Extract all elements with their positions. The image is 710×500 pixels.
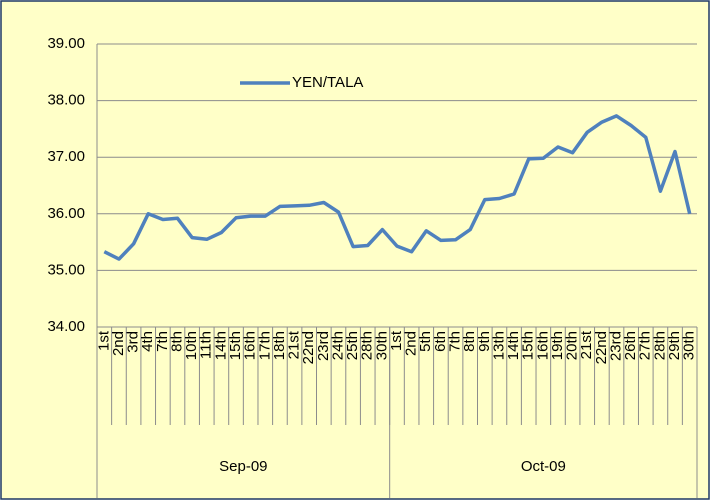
legend-label: YEN/TALA [292, 74, 363, 91]
x-tick-label: 8th [168, 331, 185, 352]
x-tick-label: 22nd [300, 331, 317, 364]
x-tick-label: 1st [388, 330, 405, 351]
x-tick-label: 20th [564, 331, 581, 360]
x-tick-label: 23rd [315, 331, 332, 361]
x-tick-label: 18th [271, 331, 288, 360]
x-tick-label: 23rd [607, 331, 624, 361]
x-tick-label: 16th [242, 331, 259, 360]
x-tick-label: 9th [476, 331, 493, 352]
x-tick-label: 4th [139, 331, 156, 352]
x-tick-label: 5th [417, 331, 434, 352]
x-tick-label: 29th [666, 331, 683, 360]
x-tick-label: 30th [681, 331, 698, 360]
data-line [103, 114, 692, 261]
group-label: Oct-09 [521, 458, 566, 475]
x-tick-label: 21st [578, 330, 595, 359]
x-tick-label: 11th [198, 331, 215, 359]
x-tick-label: 7th [447, 331, 464, 352]
x-tick-label: 6th [432, 331, 449, 352]
x-tick-label: 15th [227, 331, 244, 360]
x-tick-label: 16th [534, 331, 551, 360]
y-tick-label: 38.00 [47, 92, 85, 109]
x-tick-label: 26th [622, 331, 639, 360]
x-tick-label: 7th [154, 331, 171, 352]
y-tick-label: 35.00 [47, 261, 85, 278]
x-tick-label: 22nd [593, 331, 610, 364]
y-tick-label: 36.00 [47, 205, 85, 222]
y-tick-label: 34.00 [47, 318, 85, 335]
y-tick-label: 39.00 [47, 35, 85, 52]
x-tick-label: 14th [212, 331, 229, 360]
x-tick-label: 30th [373, 331, 390, 360]
group-label: Sep-09 [219, 458, 267, 475]
x-tick-label: 24th [329, 331, 346, 360]
x-tick-label: 28th [359, 331, 376, 360]
x-tick-label: 15th [520, 331, 537, 360]
x-tick-label: 25th [344, 331, 361, 360]
x-tick-label: 14th [505, 331, 522, 360]
x-tick-label: 13th [490, 331, 507, 360]
x-tick-label: 27th [637, 331, 654, 360]
x-tick-label: 21st [286, 330, 303, 359]
x-tick-label: 10th [183, 331, 200, 360]
y-tick-label: 37.00 [47, 148, 85, 165]
x-tick-label: 28th [651, 331, 668, 360]
x-tick-label: 2nd [110, 331, 127, 356]
x-tick-label: 19th [549, 331, 566, 360]
x-tick-label: 2nd [403, 331, 420, 356]
x-tick-label: 17th [256, 331, 273, 360]
x-tick-label: 1st [95, 330, 112, 351]
x-tick-label: 3rd [125, 331, 142, 353]
x-tick-label: 8th [461, 331, 478, 352]
